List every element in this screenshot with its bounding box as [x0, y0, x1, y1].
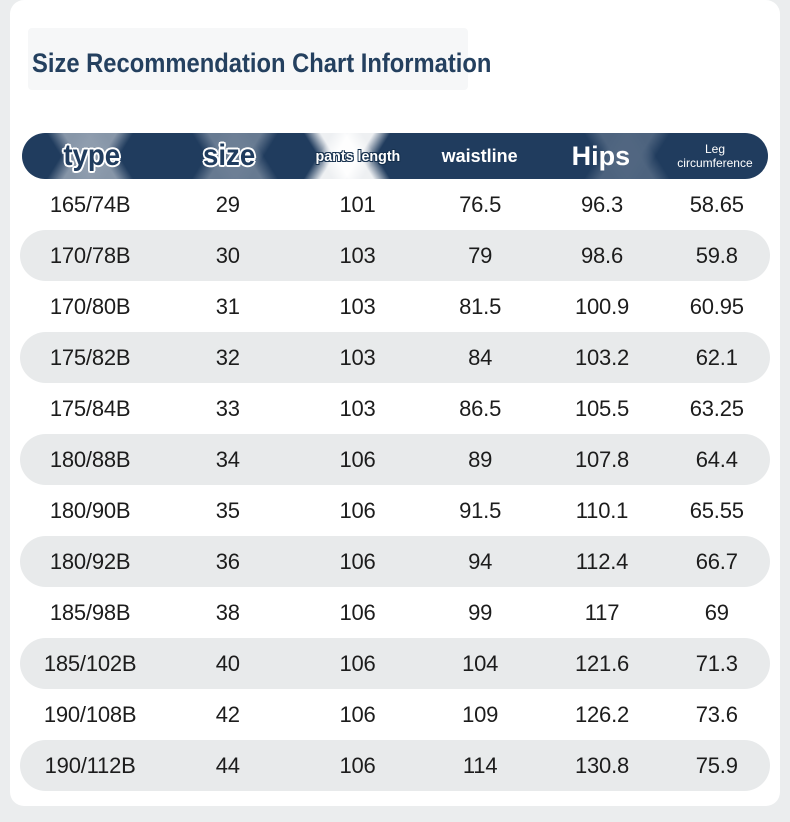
page-title: Size Recommendation Chart Information [32, 48, 492, 78]
table-row: 170/80B 31 103 81.5 100.9 60.95 [20, 281, 770, 332]
cell-waistline: 94 [468, 548, 493, 574]
cell-size: 31 [215, 293, 240, 319]
table-row: 190/108B 42 106 109 126.2 73.6 [20, 689, 770, 740]
cell-pants-length: 106 [339, 752, 376, 778]
title-highlight-band [28, 28, 468, 90]
cell-pants-length: 106 [339, 548, 376, 574]
cell-size: 32 [215, 344, 240, 370]
cell-pants-length: 103 [339, 242, 376, 268]
cell-waistline: 86.5 [459, 395, 502, 421]
cell-leg-circumference: 75.9 [695, 752, 738, 778]
cell-size: 34 [215, 446, 240, 472]
size-chart-card: Size Recommendation Chart Information ty… [10, 0, 780, 806]
column-header-type: type [63, 139, 121, 172]
cell-type: 185/102B [43, 650, 137, 676]
cell-waistline: 76.5 [459, 191, 502, 217]
cell-pants-length: 106 [339, 650, 376, 676]
cell-type: 180/90B [49, 497, 131, 523]
cell-waistline: 114 [462, 752, 498, 778]
cell-type: 190/112B [44, 752, 136, 778]
cell-leg-circumference: 66.7 [695, 548, 738, 574]
cell-leg-circumference: 62.1 [695, 344, 738, 370]
cell-waistline: 104 [462, 650, 499, 676]
column-header-pants-length: pants length [315, 147, 401, 165]
cell-size: 35 [215, 497, 240, 523]
cell-hips: 126.2 [574, 701, 630, 727]
column-header-size: size [202, 139, 255, 172]
cell-hips: 112.4 [575, 548, 629, 574]
cell-pants-length: 103 [339, 293, 376, 319]
cell-waistline: 109 [462, 701, 499, 727]
cell-waistline: 89 [468, 446, 493, 472]
cell-hips: 103.2 [574, 344, 630, 370]
cell-size: 33 [215, 395, 240, 421]
cell-hips: 98.6 [580, 242, 624, 268]
cell-size: 44 [215, 752, 240, 778]
cell-pants-length: 106 [339, 701, 376, 727]
cell-size: 42 [215, 701, 240, 727]
cell-leg-circumference: 59.8 [695, 242, 738, 268]
cell-pants-length: 103 [339, 395, 376, 421]
cell-type: 165/74B [49, 191, 131, 217]
cell-type: 180/88B [49, 446, 131, 472]
table-header: type size pants length waistline Hips Le… [22, 133, 768, 179]
cell-waistline: 79 [468, 242, 493, 268]
cell-leg-circumference: 73.6 [695, 701, 738, 727]
cell-pants-length: 101 [339, 191, 376, 217]
cell-waistline: 81.5 [459, 293, 502, 319]
column-header-hips: Hips [571, 140, 631, 171]
cell-hips: 100.9 [574, 293, 630, 319]
cell-hips: 105.5 [574, 395, 630, 421]
cell-pants-length: 103 [339, 344, 376, 370]
cell-leg-circumference: 71.3 [695, 650, 738, 676]
cell-leg-circumference: 58.65 [689, 191, 744, 217]
cell-type: 170/80B [49, 293, 131, 319]
cell-leg-circumference: 64.4 [695, 446, 738, 472]
cell-pants-length: 106 [339, 599, 376, 625]
cell-leg-circumference: 63.25 [689, 395, 744, 421]
table-row: 185/98B 38 106 99 117 69 [20, 587, 770, 638]
cell-type: 190/108B [43, 701, 137, 727]
table-row: 175/84B 33 103 86.5 105.5 63.25 [20, 383, 770, 434]
table-row: 165/74B 29 101 76.5 96.3 58.65 [20, 179, 770, 230]
cell-size: 40 [215, 650, 240, 676]
table-row: 180/90B 35 106 91.5 110.1 65.55 [20, 485, 770, 536]
cell-hips: 107.8 [574, 446, 630, 472]
cell-type: 175/84B [49, 395, 131, 421]
cell-size: 36 [215, 548, 240, 574]
cell-leg-circumference: 65.55 [689, 497, 744, 523]
cell-hips: 130.8 [574, 752, 630, 778]
cell-type: 180/92B [49, 548, 131, 574]
table-row: 180/92B 36 106 94 112.4 66.7 [20, 536, 770, 587]
column-header-leg-circumference: Leg circumference [677, 141, 753, 170]
cell-hips: 96.3 [580, 191, 624, 217]
cell-leg-circumference: 69 [704, 599, 729, 625]
cell-hips: 117 [584, 599, 620, 625]
cell-type: 170/78B [49, 242, 131, 268]
cell-waistline: 91.5 [459, 497, 502, 523]
cell-pants-length: 106 [339, 446, 376, 472]
cell-type: 175/82B [49, 344, 131, 370]
cell-waistline: 99 [468, 599, 493, 625]
cell-type: 185/98B [49, 599, 131, 625]
table-row: 170/78B 30 103 79 98.6 59.8 [20, 230, 770, 281]
cell-size: 38 [215, 599, 240, 625]
cell-waistline: 84 [468, 344, 493, 370]
cell-hips: 121.6 [574, 650, 630, 676]
column-header-waistline: waistline [441, 145, 518, 166]
table-row: 185/102B 40 106 104 121.6 71.3 [20, 638, 770, 689]
cell-size: 30 [215, 242, 240, 268]
cell-leg-circumference: 60.95 [689, 293, 744, 319]
table-row: 180/88B 34 106 89 107.8 64.4 [20, 434, 770, 485]
table-row: 175/82B 32 103 84 103.2 62.1 [20, 332, 770, 383]
table-body: 165/74B 29 101 76.5 96.3 58.65 170/78B 30 103 79 9… [20, 179, 770, 791]
cell-size: 29 [215, 191, 240, 217]
cell-hips: 110.1 [575, 497, 629, 523]
cell-pants-length: 106 [339, 497, 376, 523]
table-row: 190/112B 44 106 114 130.8 75.9 [20, 740, 770, 791]
